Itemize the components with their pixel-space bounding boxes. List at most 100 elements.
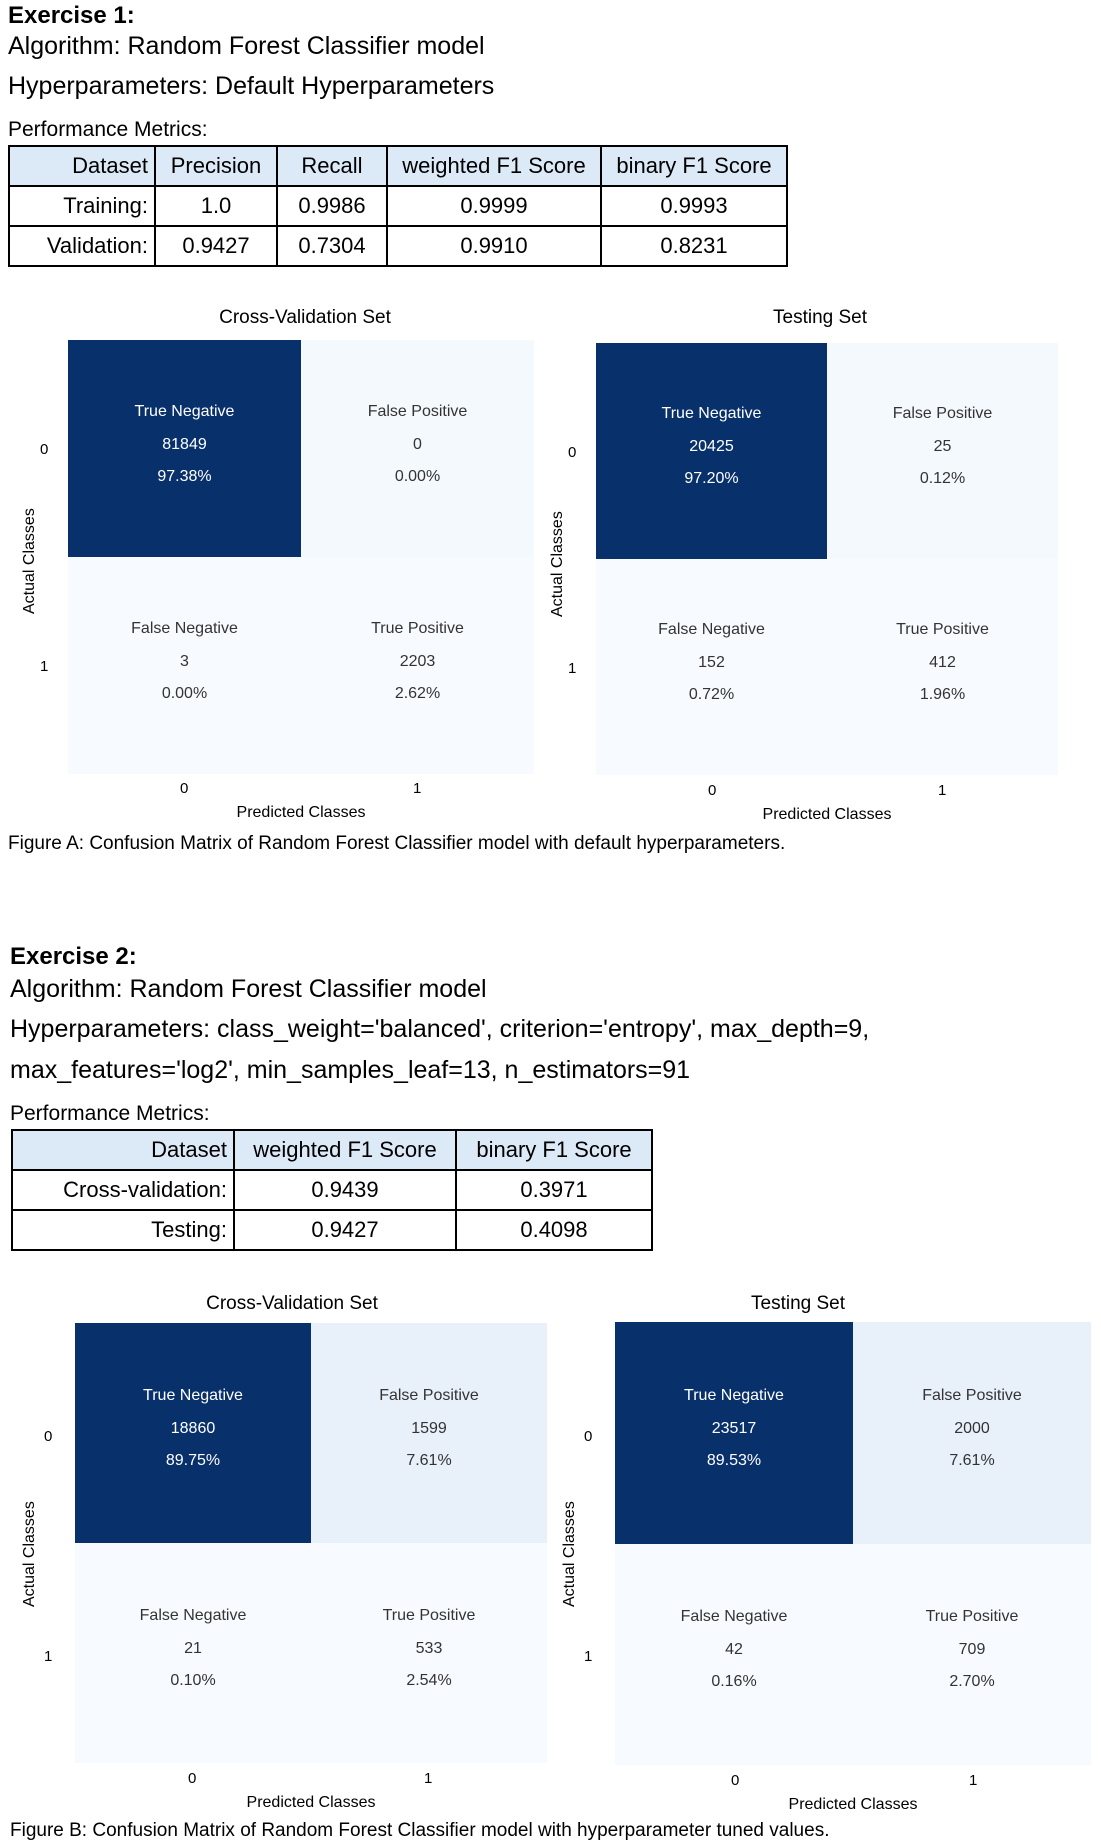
matrix-cell-pct: 0.00%	[161, 684, 208, 702]
matrix-cell-pct: 97.38%	[157, 467, 212, 485]
figure-b-caption: Figure B: Confusion Matrix of Random For…	[10, 1820, 830, 1841]
matrix-cell: False Positive 1599 7.61%	[311, 1323, 547, 1543]
x-tick: 0	[708, 782, 717, 799]
matrix-cell-count: 81849	[162, 435, 207, 453]
matrix-cell-count: 18860	[170, 1420, 216, 1437]
matrix-cell-count: 152	[698, 654, 725, 671]
y-tick: 0	[584, 1428, 593, 1445]
table-cell: Training:	[8, 185, 156, 227]
matrix-cell-label: True Negative	[143, 1387, 243, 1404]
matrix-cell-count: 533	[415, 1640, 443, 1657]
matrix-cell-label: False Negative	[658, 621, 765, 638]
matrix-cell-label: False Positive	[367, 402, 468, 420]
table-row: Validation: 0.9427 0.7304 0.9910 0.8231	[8, 225, 788, 267]
x-tick: 0	[180, 780, 189, 797]
table-header-row: Dataset weighted F1 Score binary F1 Scor…	[11, 1129, 653, 1171]
matrix-title: Testing Set	[773, 307, 867, 328]
table-header-cell: Dataset	[8, 145, 156, 187]
matrix-cell-pct: 7.61%	[406, 1452, 452, 1469]
matrix-cell-pct: 2.62%	[394, 684, 441, 702]
matrix-cell: True Negative 18860 89.75%	[75, 1323, 311, 1543]
table-cell: 0.9986	[276, 185, 388, 227]
y-tick: 0	[568, 444, 577, 461]
table-cell: Cross-validation:	[11, 1169, 235, 1211]
matrix-cell-pct: 0.00%	[394, 467, 441, 485]
matrix-cell-count: 2000	[954, 1419, 990, 1437]
table-cell: 0.9993	[600, 185, 788, 227]
y-tick: 0	[44, 1428, 53, 1445]
matrix-cell-label: False Negative	[139, 1607, 247, 1624]
matrix-cell-label: True Positive	[925, 1608, 1019, 1626]
matrix-cell-label: True Positive	[382, 1607, 476, 1624]
matrix-cell: True Negative 81849 97.38%	[68, 340, 301, 557]
y-tick: 1	[568, 660, 577, 677]
table-header-cell: binary F1 Score	[455, 1129, 653, 1171]
matrix-cell-label: False Positive	[922, 1386, 1022, 1404]
table-cell: 0.4098	[455, 1209, 653, 1251]
matrix-cell-count: 20425	[689, 438, 734, 455]
table-row: Testing: 0.9427 0.4098	[11, 1209, 653, 1251]
matrix-cell-pct: 2.54%	[406, 1672, 452, 1689]
exercise1-algorithm: Algorithm: Random Forest Classifier mode…	[8, 32, 485, 60]
matrix-cell-pct: 89.75%	[165, 1452, 221, 1469]
matrix-cell-pct: 0.12%	[919, 470, 966, 487]
y-axis-label: Actual Classes	[21, 1501, 38, 1607]
confusion-matrix-grid: True Negative 18860 89.75% False Positive 15…	[75, 1323, 547, 1763]
x-tick: 1	[938, 782, 947, 799]
figure-a-caption: Figure A: Confusion Matrix of Random For…	[8, 833, 786, 854]
table-cell: 0.7304	[276, 225, 388, 267]
matrix-cell: False Positive 25 0.12%	[827, 343, 1058, 559]
matrix-cell-count: 23517	[711, 1419, 757, 1437]
table-row: Cross-validation: 0.9439 0.3971	[11, 1169, 653, 1211]
table-header-cell: binary F1 Score	[600, 145, 788, 187]
matrix-cell: False Negative 21 0.10%	[75, 1543, 311, 1763]
table-cell: 0.9439	[233, 1169, 457, 1211]
table-cell: 0.9427	[233, 1209, 457, 1251]
matrix-cell-pct: 0.10%	[170, 1672, 216, 1689]
confusion-matrix-grid: True Negative 81849 97.38% False Positive 0 0…	[68, 340, 534, 774]
matrix-cell-count: 709	[958, 1641, 986, 1659]
matrix-cell-label: False Positive	[892, 405, 993, 422]
x-axis-label: Predicted Classes	[762, 806, 892, 823]
matrix-cell-count: 412	[929, 654, 956, 671]
y-tick: 1	[584, 1648, 593, 1665]
table-header-cell: Recall	[276, 145, 388, 187]
table-cell: 0.8231	[600, 225, 788, 267]
x-axis-label: Predicted Classes	[236, 804, 366, 821]
matrix-cell-label: True Positive	[896, 621, 989, 638]
table-header-cell: weighted F1 Score	[233, 1129, 457, 1171]
matrix-cell-count: 42	[725, 1641, 743, 1659]
matrix-cell-count: 21	[184, 1640, 202, 1657]
matrix-cell-count: 25	[933, 438, 952, 455]
y-tick: 1	[44, 1648, 53, 1665]
exercise2-metrics-table: Dataset weighted F1 Score binary F1 Scor…	[11, 1129, 653, 1251]
matrix-cell-pct: 89.53%	[706, 1451, 762, 1469]
table-header-cell: Precision	[154, 145, 278, 187]
table-header-cell: Dataset	[11, 1129, 235, 1171]
matrix-cell: True Positive 2203 2.62%	[301, 557, 534, 774]
exercise2-hyperparameters-line1: Hyperparameters: class_weight='balanced'…	[10, 1015, 870, 1043]
confusion-matrix-grid: True Negative 23517 89.53% False Positive 20…	[615, 1322, 1091, 1765]
matrix-cell-count: 1599	[411, 1420, 447, 1437]
matrix-cell-label: True Positive	[371, 619, 464, 637]
y-axis-label: Actual Classes	[21, 508, 38, 614]
matrix-cell-pct: 0.72%	[688, 686, 735, 703]
matrix-cell-pct: 0.16%	[711, 1673, 757, 1691]
matrix-cell-pct: 1.96%	[919, 686, 966, 703]
matrix-cell-count: 0	[413, 435, 422, 453]
matrix-cell: True Negative 20425 97.20%	[596, 343, 827, 559]
exercise1-metrics-label: Performance Metrics:	[8, 118, 208, 141]
exercise1-metrics-table: Dataset Precision Recall weighted F1 Sco…	[8, 145, 788, 267]
exercise1-hyperparameters: Hyperparameters: Default Hyperparameters	[8, 72, 495, 100]
matrix-cell: False Positive 0 0.00%	[301, 340, 534, 557]
matrix-cell: True Positive 533 2.54%	[311, 1543, 547, 1763]
matrix-title: Testing Set	[751, 1293, 845, 1314]
y-tick: 0	[40, 441, 49, 458]
confusion-matrix-grid: True Negative 20425 97.20% False Positive 25…	[596, 343, 1058, 775]
y-axis-label: Actual Classes	[549, 511, 566, 617]
table-cell: Testing:	[11, 1209, 235, 1251]
table-cell: 0.9427	[154, 225, 278, 267]
matrix-cell-count: 3	[180, 652, 189, 670]
table-row: Training: 1.0 0.9986 0.9999 0.9993	[8, 185, 788, 227]
x-axis-label: Predicted Classes	[788, 1796, 918, 1813]
